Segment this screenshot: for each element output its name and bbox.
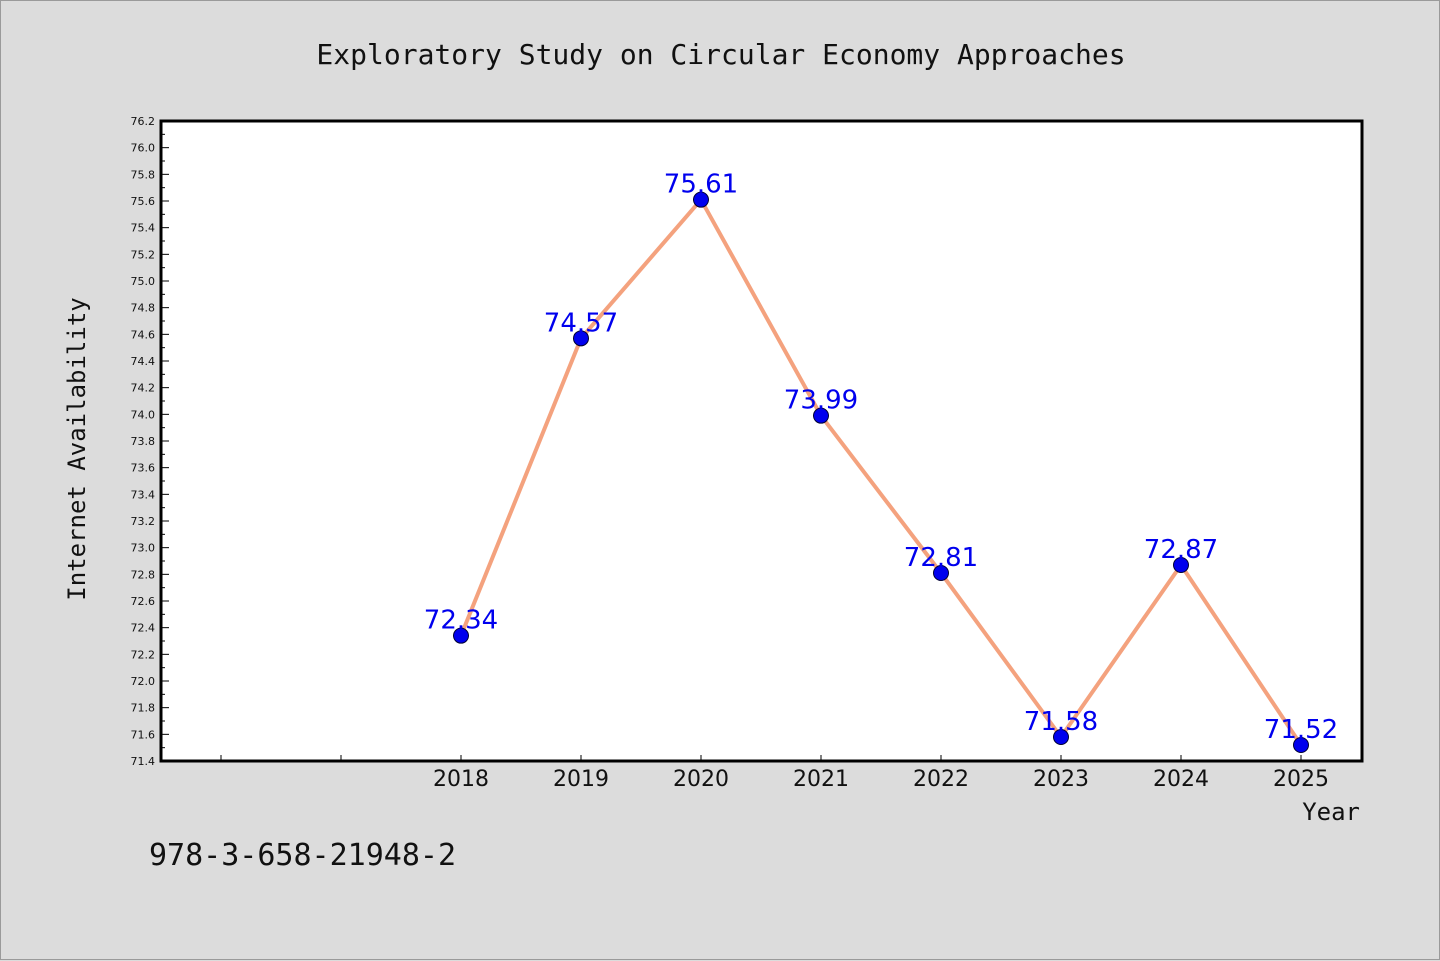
y-tick-label: 71.4	[131, 755, 156, 768]
data-label: 72.87	[1144, 535, 1218, 565]
data-label: 71.58	[1024, 707, 1098, 737]
x-tick-label: 2023	[1033, 767, 1089, 792]
y-tick-label: 74.0	[131, 408, 156, 421]
data-label: 73.99	[784, 386, 858, 416]
y-tick-label: 72.2	[131, 648, 156, 661]
y-tick-label: 74.6	[131, 328, 156, 341]
y-tick-label: 73.8	[131, 435, 156, 448]
data-label: 75.61	[664, 170, 738, 200]
data-point	[573, 330, 589, 347]
x-tick-label: 2018	[433, 767, 489, 792]
data-point	[1173, 557, 1189, 573]
y-tick-label: 72.0	[131, 675, 156, 688]
x-tick-label: 2024	[1153, 767, 1209, 792]
y-axis-title: Internet Availability	[63, 297, 91, 600]
y-tick-label: 73.6	[131, 462, 156, 475]
y-tick-label: 72.6	[131, 595, 156, 608]
data-label: 74.57	[544, 308, 618, 338]
data-point	[813, 407, 829, 424]
y-tick-label: 75.2	[131, 248, 156, 261]
y-tick-label: 73.0	[131, 542, 156, 555]
y-tick-label: 72.4	[131, 622, 156, 635]
y-tick-label: 72.8	[131, 568, 156, 581]
data-point	[1293, 737, 1309, 753]
y-tick-label: 74.4	[131, 355, 156, 368]
data-label: 72.81	[904, 543, 978, 573]
data-label: 71.52	[1264, 715, 1338, 745]
x-tick-label: 2022	[913, 767, 969, 792]
data-point	[933, 565, 949, 581]
x-axis-title: Year	[1302, 798, 1360, 826]
y-tick-label: 74.8	[131, 302, 156, 315]
y-tick-label: 76.2	[131, 115, 156, 128]
x-tick-label: 2020	[673, 767, 729, 792]
series-line	[459, 197, 1303, 747]
y-tick-label: 74.2	[131, 382, 156, 395]
y-tick-label: 75.8	[131, 168, 156, 181]
isbn-code: 978-3-658-21948-2	[149, 838, 456, 873]
plot-area	[159, 119, 1364, 763]
x-axis: 2018 2019 2020 2021 2022 2023 2024 2025	[220, 755, 1329, 792]
data-point	[453, 627, 469, 644]
y-tick-label: 73.4	[131, 488, 156, 501]
y-tick-label: 75.4	[131, 222, 156, 235]
y-tick-label: 76.0	[131, 142, 156, 155]
data-point	[1053, 729, 1069, 745]
y-tick-label: 71.8	[131, 702, 156, 715]
y-tick-label: 73.2	[131, 515, 156, 528]
y-axis: 71.4 71.6 71.8 72.0 72.2 72.4 72.6 72.8 73.0 73.2…	[131, 115, 169, 768]
x-tick-label: 2021	[793, 767, 849, 792]
y-tick-label: 71.6	[131, 728, 156, 741]
data-point	[693, 191, 709, 208]
y-tick-label: 75.6	[131, 195, 156, 208]
chart-title: Exploratory Study on Circular Economy Ap…	[316, 38, 1125, 71]
series-layer: 72.34 74.57 75.61 73.99 72.81 71.58 72.87 71.52	[424, 170, 1338, 753]
x-tick-label: 2019	[553, 767, 609, 792]
data-label: 72.34	[424, 606, 498, 636]
x-tick-label: 2025	[1273, 767, 1329, 792]
y-tick-label: 75.0	[131, 275, 156, 288]
